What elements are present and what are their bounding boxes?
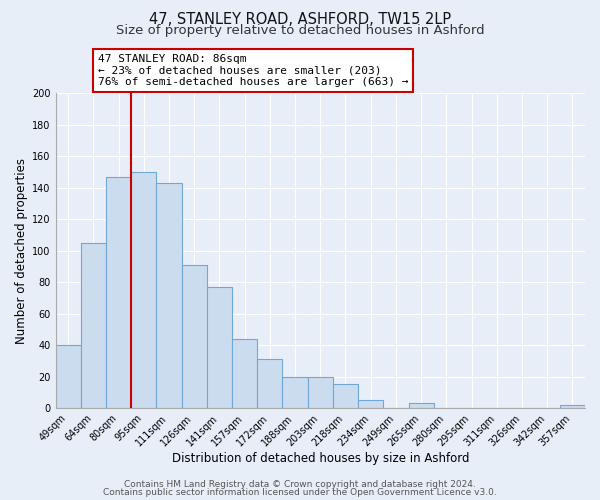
Bar [56, 345, 81, 408]
Bar [409, 404, 434, 408]
Bar [283, 376, 308, 408]
Bar [358, 400, 383, 408]
Bar [106, 177, 131, 408]
Bar [257, 360, 283, 408]
Bar [182, 265, 207, 408]
Bar [308, 376, 333, 408]
Text: Size of property relative to detached houses in Ashford: Size of property relative to detached ho… [116, 24, 484, 37]
Bar [560, 405, 585, 408]
Y-axis label: Number of detached properties: Number of detached properties [15, 158, 28, 344]
Bar [81, 243, 106, 408]
X-axis label: Distribution of detached houses by size in Ashford: Distribution of detached houses by size … [172, 452, 469, 465]
Text: Contains public sector information licensed under the Open Government Licence v3: Contains public sector information licen… [103, 488, 497, 497]
Bar [131, 172, 157, 408]
Bar [157, 183, 182, 408]
Text: 47 STANLEY ROAD: 86sqm
← 23% of detached houses are smaller (203)
76% of semi-de: 47 STANLEY ROAD: 86sqm ← 23% of detached… [98, 54, 409, 87]
Text: Contains HM Land Registry data © Crown copyright and database right 2024.: Contains HM Land Registry data © Crown c… [124, 480, 476, 489]
Bar [207, 287, 232, 408]
Bar [232, 339, 257, 408]
Text: 47, STANLEY ROAD, ASHFORD, TW15 2LP: 47, STANLEY ROAD, ASHFORD, TW15 2LP [149, 12, 451, 28]
Bar [333, 384, 358, 408]
